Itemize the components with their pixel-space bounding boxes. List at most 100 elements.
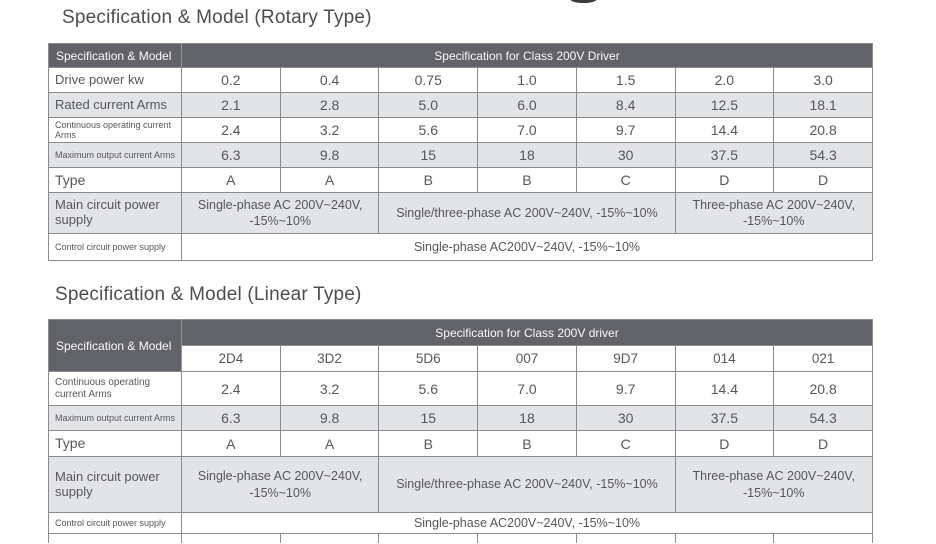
row-label-main-circuit: Main circuit power supply	[48, 192, 182, 234]
row-label-type: Type	[48, 430, 182, 457]
cell-value: A	[181, 167, 281, 193]
cell-value: B	[477, 430, 577, 457]
cell-value: B	[378, 167, 479, 193]
control-circuit-cell: Single-phase AC200V~240V, -15%~10%	[181, 233, 873, 261]
empty-cell	[575, 533, 676, 543]
cell-value: 15	[378, 142, 479, 168]
cell-value: 9.8	[279, 142, 380, 168]
row-label-maximum-current: Maximum output current Arms	[48, 142, 182, 168]
cell-value: 54.3	[773, 405, 873, 431]
cell-value: 3.0	[773, 67, 873, 93]
rotary-table-title: Specification & Model (Rotary Type)	[62, 7, 372, 28]
table-row: Maximum output current Arms 6.3 9.8 15 1…	[48, 405, 873, 431]
cell-value: 7.0	[477, 371, 577, 406]
control-circuit-cell: Single-phase AC200V~240V, -15%~10%	[181, 511, 873, 535]
model-code: 9D7	[575, 345, 676, 372]
linear-corner-header: Specification & Model	[48, 319, 182, 372]
row-label-rated-current: Rated current Arms	[48, 92, 182, 118]
linear-model-row: 2D4 3D2 5D6 007 9D7 014 021	[49, 345, 873, 372]
cell-value: 9.7	[575, 371, 676, 406]
table-row-main-circuit: Main circuit power supply Single-phase A…	[48, 456, 874, 513]
main-circuit-cell: Single-phase AC 200V~240V, -15%~10%	[180, 192, 380, 234]
table-row: Type A A B B C D D	[48, 167, 873, 193]
cell-value: D	[773, 430, 873, 457]
cell-value: 5.6	[378, 371, 479, 406]
row-label-maximum-current: Maximum output current Arms	[48, 405, 182, 431]
cell-value: A	[181, 430, 281, 457]
cell-value: 20.8	[773, 371, 873, 406]
cell-value: 30	[575, 405, 676, 431]
cell-value: 3.2	[279, 371, 380, 406]
cell-value: D	[773, 167, 873, 193]
cell-value: 18	[477, 142, 577, 168]
linear-class-header: Specification for Class 200V driver	[181, 319, 873, 346]
cell-value: 0.75	[378, 67, 479, 93]
rotary-spec-table: Specification & Model Specification for …	[48, 43, 874, 261]
cell-value: 5.0	[378, 92, 479, 118]
cell-value: C	[575, 167, 676, 193]
empty-cell	[773, 533, 873, 543]
cell-value: 7.0	[477, 117, 577, 143]
cell-value: 1.5	[575, 67, 676, 93]
table-row: Continuous operating current Arms 2.4 3.…	[48, 371, 873, 406]
cell-value: 0.2	[181, 67, 281, 93]
cell-value: 54.3	[773, 142, 873, 168]
model-code: 5D6	[378, 345, 479, 372]
row-label-control-circuit: Control circuit power supply	[48, 511, 182, 535]
empty-cell	[181, 533, 281, 543]
cell-value: 37.5	[674, 405, 775, 431]
cell-value: 9.8	[279, 405, 380, 431]
cell-value: A	[279, 167, 380, 193]
table-row-control-circuit: Control circuit power supply Single-phas…	[48, 511, 873, 535]
main-circuit-cell: Single/three-phase AC 200V~240V, -15%~10…	[378, 456, 676, 513]
linear-header-row: Specification & Model Specification for …	[48, 319, 873, 372]
rotary-header-row: Specification & Model Specification for …	[48, 43, 873, 68]
linear-spec-table: Specification & Model Specification for …	[48, 319, 874, 543]
cell-value: 6.0	[477, 92, 577, 118]
cell-value: 14.4	[674, 371, 775, 406]
main-circuit-cell: Three-phase AC 200V~240V, -15%~10%	[674, 192, 874, 234]
cell-value: 2.4	[181, 117, 281, 143]
cell-value: B	[378, 430, 479, 457]
cell-value: 3.2	[279, 117, 380, 143]
cell-value: 2.0	[674, 67, 775, 93]
cell-value: 18.1	[773, 92, 873, 118]
row-label-type: Type	[48, 167, 182, 193]
cell-value: C	[575, 430, 676, 457]
cell-value: D	[674, 167, 775, 193]
row-label-main-circuit: Main circuit power supply	[48, 456, 182, 513]
model-code: 021	[773, 345, 873, 372]
main-circuit-cell: Single-phase AC 200V~240V, -15%~10%	[180, 456, 380, 513]
row-label-continuous-current: Continuous operating current Arms	[48, 371, 182, 406]
table-row: Maximum output current Arms 6.3 9.8 15 1…	[48, 142, 873, 168]
main-circuit-cell: Single/three-phase AC 200V~240V, -15%~10…	[378, 192, 676, 234]
cell-value: 8.4	[575, 92, 676, 118]
cell-value: 2.8	[279, 92, 380, 118]
table-row: Drive power kw 0.2 0.4 0.75 1.0 1.5 2.0 …	[48, 67, 873, 93]
cell-value: 14.4	[674, 117, 775, 143]
table-row: Continuous operating current Arms 2.4 3.…	[48, 117, 873, 143]
cell-value: 5.6	[378, 117, 479, 143]
cell-value: 6.3	[181, 142, 281, 168]
cell-value: 15	[378, 405, 479, 431]
model-code: 014	[674, 345, 775, 372]
cell-value: A	[279, 430, 380, 457]
cell-value: 2.4	[181, 371, 281, 406]
rotary-class-header: Specification for Class 200V Driver	[181, 43, 873, 68]
row-label-drive-power: Drive power kw	[48, 67, 182, 93]
cell-value: 18	[477, 405, 577, 431]
cell-value: 0.4	[279, 67, 380, 93]
row-label-continuous-current: Continuous operating current Arms	[48, 117, 182, 143]
table-row: Type A A B B C D D	[48, 430, 873, 457]
cell-value: 1.0	[477, 67, 577, 93]
rotary-corner-header: Specification & Model	[48, 43, 182, 68]
cell-value: B	[477, 167, 577, 193]
model-code: 007	[477, 345, 577, 372]
empty-cell	[378, 533, 479, 543]
table-row-cutoff	[48, 533, 873, 543]
empty-cell	[48, 533, 182, 543]
empty-cell	[674, 533, 775, 543]
linear-table-title: Specification & Model (Linear Type)	[55, 284, 362, 305]
cell-value: D	[674, 430, 775, 457]
cell-value: 12.5	[674, 92, 775, 118]
